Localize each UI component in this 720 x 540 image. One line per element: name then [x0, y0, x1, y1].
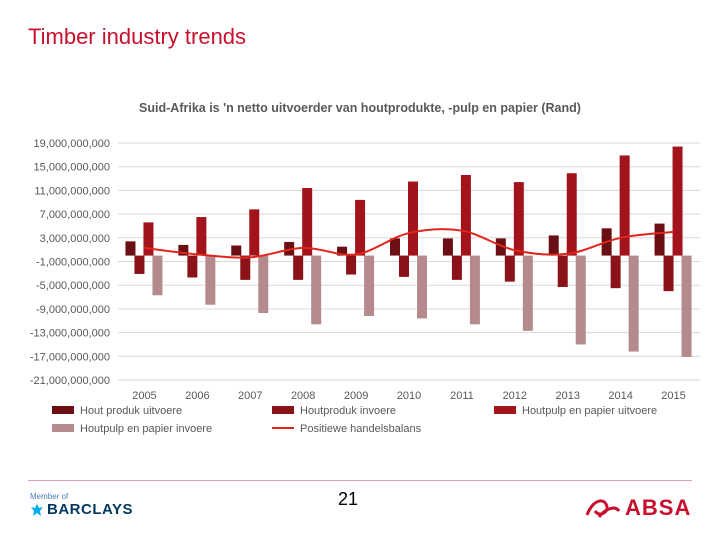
- x-tick-label: 2007: [238, 390, 262, 402]
- chart-title: Suid-Afrika is 'n netto uitvoerder van h…: [139, 101, 581, 115]
- y-tick-label: 15,000,000,000: [34, 162, 110, 174]
- bar-hout-produk-uitvoere: [231, 245, 242, 256]
- x-tick-label: 2009: [344, 390, 368, 402]
- bar-houtpulp-en-papier-uitvoere: [302, 188, 313, 256]
- bar-houtpulp-en-papier-uitvoere: [566, 173, 577, 256]
- legend-swatch: [272, 406, 294, 414]
- bar-houtpulp-en-papier-uitvoere: [619, 155, 630, 256]
- bar-houtpulp-en-papier-invoere: [522, 255, 533, 331]
- bar-houtproduk-invoere: [610, 255, 621, 289]
- y-axis-ticks: 19,000,000,000 15,000,000,000 11,000,000,0…: [30, 138, 110, 387]
- bar-houtproduk-invoere: [134, 255, 145, 274]
- bar-hout-produk-uitvoere: [337, 246, 348, 256]
- y-tick-label: 3,000,000,000: [40, 233, 110, 245]
- bar-houtproduk-invoere: [240, 255, 251, 280]
- bar-hout-produk-uitvoere: [548, 235, 559, 256]
- y-tick-label: -5,000,000,000: [36, 280, 110, 292]
- barclays-wordmark: BARCLAYS: [47, 501, 133, 518]
- bar-houtpulp-en-papier-invoere: [417, 255, 427, 319]
- barclays-logo: BARCLAYS: [30, 501, 133, 518]
- bar-houtproduk-invoere: [346, 255, 357, 275]
- footer-divider: [28, 480, 692, 481]
- legend-label: Positiewe handelsbalans: [300, 423, 422, 435]
- bar-houtpulp-en-papier-uitvoere: [672, 146, 683, 256]
- bar-houtproduk-invoere: [663, 255, 674, 292]
- bar-houtpulp-en-papier-uitvoere: [408, 181, 418, 256]
- bar-houtpulp-en-papier-uitvoere: [249, 209, 260, 256]
- bars: [125, 146, 692, 357]
- bar-hout-produk-uitvoere: [125, 241, 136, 256]
- legend-label: Hout produk uitvoere: [80, 405, 182, 417]
- x-tick-label: 2008: [291, 390, 315, 402]
- bar-hout-produk-uitvoere: [390, 238, 400, 256]
- bar-houtproduk-invoere: [187, 255, 198, 278]
- bar-houtproduk-invoere: [504, 255, 515, 282]
- bar-houtpulp-en-papier-invoere: [364, 255, 375, 317]
- bar-houtpulp-en-papier-invoere: [469, 255, 480, 325]
- y-tick-label: -1,000,000,000: [36, 257, 110, 269]
- x-tick-label: 2005: [132, 390, 156, 402]
- absa-symbol-icon: [585, 499, 621, 518]
- bar-houtpulp-en-papier-uitvoere: [513, 182, 524, 256]
- y-tick-label: 11,000,000,000: [34, 185, 110, 197]
- bar-hout-produk-uitvoere: [178, 244, 189, 256]
- x-tick-label: 2010: [397, 390, 421, 402]
- x-tick-label: 2015: [661, 390, 685, 402]
- y-tick-label: -17,000,000,000: [30, 351, 110, 363]
- x-tick-label: 2006: [185, 390, 209, 402]
- y-tick-label: 19,000,000,000: [34, 138, 110, 150]
- legend-label: Houtpulp en papier invoere: [80, 423, 212, 435]
- bar-houtpulp-en-papier-invoere: [258, 255, 269, 314]
- bar-houtpulp-en-papier-invoere: [311, 255, 322, 325]
- bar-houtpulp-en-papier-invoere: [205, 255, 216, 305]
- balance-line: [144, 228, 674, 259]
- bar-houtpulp-en-papier-uitvoere: [196, 217, 207, 256]
- line-positiewe-handelsbalans: [144, 228, 674, 259]
- legend-label: Houtpulp en papier uitvoere: [522, 405, 657, 417]
- bar-houtpulp-en-papier-invoere: [152, 255, 163, 296]
- bar-houtpulp-en-papier-invoere: [575, 255, 586, 345]
- legend-swatch: [494, 406, 516, 414]
- bar-hout-produk-uitvoere: [654, 223, 665, 256]
- chart: Suid-Afrika is 'n netto uitvoerder van h…: [30, 101, 700, 435]
- bar-hout-produk-uitvoere: [495, 238, 506, 256]
- page-number: 21: [337, 489, 359, 509]
- y-tick-label: -13,000,000,000: [30, 328, 110, 340]
- bar-houtpulp-en-papier-invoere: [681, 255, 692, 357]
- barclays-eagle-icon: [31, 503, 43, 516]
- x-tick-label: 2012: [503, 390, 527, 402]
- legend-label: Houtproduk invoere: [300, 405, 396, 417]
- bar-houtproduk-invoere: [399, 255, 409, 277]
- bar-houtpulp-en-papier-invoere: [628, 255, 639, 352]
- bar-houtpulp-en-papier-uitvoere: [460, 174, 471, 256]
- slide-title: Timber industry trends: [28, 24, 247, 49]
- bar-houtproduk-invoere: [293, 255, 304, 280]
- bar-houtpulp-en-papier-uitvoere: [143, 222, 154, 256]
- absa-wordmark: ABSA: [625, 495, 692, 520]
- y-tick-label: 7,000,000,000: [40, 209, 110, 221]
- bar-houtproduk-invoere: [557, 255, 568, 287]
- x-tick-label: 2014: [608, 390, 632, 402]
- x-tick-label: 2011: [450, 390, 474, 402]
- absa-logo: ABSA: [585, 495, 691, 521]
- y-tick-label: -21,000,000,000: [30, 375, 110, 387]
- bar-houtproduk-invoere: [451, 255, 462, 280]
- legend-swatch: [52, 424, 74, 432]
- x-tick-label: 2013: [555, 390, 579, 402]
- y-tick-label: -9,000,000,000: [36, 304, 110, 316]
- legend: Hout produk uitvoere Houtproduk invoere Ho…: [52, 405, 657, 435]
- barclays-member-label: Member of: [30, 492, 69, 501]
- legend-swatch: [52, 406, 74, 414]
- x-axis-ticks: 2005 2006 2007 2008 2009 2010 2011 2012 2013 2014…: [132, 390, 686, 402]
- bar-houtpulp-en-papier-uitvoere: [355, 199, 366, 256]
- bar-hout-produk-uitvoere: [442, 238, 453, 256]
